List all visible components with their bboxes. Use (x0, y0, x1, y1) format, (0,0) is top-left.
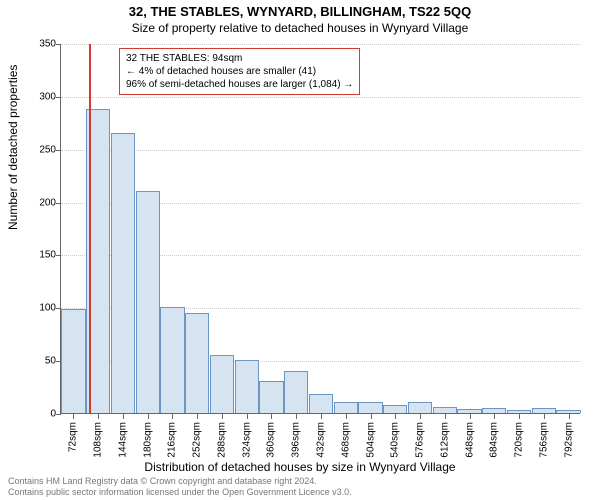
x-tick-mark (519, 414, 520, 419)
x-tick-mark (494, 414, 495, 419)
x-tick-label: 720sqm (514, 422, 525, 458)
x-tick-label: 216sqm (167, 422, 178, 458)
y-tick-label: 50 (45, 356, 56, 367)
y-tick-mark (56, 203, 61, 204)
histogram-bar (383, 405, 407, 413)
y-tick-label: 100 (39, 303, 56, 314)
x-tick-label: 396sqm (291, 422, 302, 458)
x-tick-mark (73, 414, 74, 419)
histogram-bar (160, 307, 184, 413)
x-tick-mark (172, 414, 173, 419)
y-tick-mark (56, 97, 61, 98)
x-tick-mark (420, 414, 421, 419)
callout-line-3: 96% of semi-detached houses are larger (… (126, 78, 353, 91)
callout-box: 32 THE STABLES: 94sqm← 4% of detached ho… (119, 48, 360, 95)
page-title: 32, THE STABLES, WYNYARD, BILLINGHAM, TS… (0, 0, 600, 19)
x-tick-label: 288sqm (216, 422, 227, 458)
x-tick-label: 576sqm (415, 422, 426, 458)
y-tick-mark (56, 44, 61, 45)
histogram-bar (532, 408, 556, 413)
grid-line (61, 97, 581, 98)
histogram-bar (210, 355, 234, 413)
histogram-bar (259, 381, 283, 413)
x-tick-mark (222, 414, 223, 419)
x-tick-label: 432sqm (316, 422, 327, 458)
x-tick-mark (247, 414, 248, 419)
y-tick-label: 200 (39, 197, 56, 208)
footer-line-1: Contains HM Land Registry data © Crown c… (8, 476, 352, 487)
x-tick-mark (445, 414, 446, 419)
callout-line-1: 32 THE STABLES: 94sqm (126, 52, 353, 65)
x-tick-label: 684sqm (489, 422, 500, 458)
y-tick-mark (56, 255, 61, 256)
x-tick-mark (296, 414, 297, 419)
x-tick-mark (371, 414, 372, 419)
histogram-bar (556, 410, 580, 413)
x-tick-mark (123, 414, 124, 419)
x-tick-mark (569, 414, 570, 419)
histogram-bar (136, 191, 160, 413)
histogram-bar (235, 360, 259, 413)
histogram-bar (111, 133, 135, 413)
x-tick-label: 252sqm (192, 422, 203, 458)
y-tick-mark (56, 414, 61, 415)
x-tick-mark (148, 414, 149, 419)
histogram-bar (185, 313, 209, 413)
x-tick-label: 468sqm (340, 422, 351, 458)
x-tick-mark (395, 414, 396, 419)
histogram-bar (507, 410, 531, 413)
page-subtitle: Size of property relative to detached ho… (0, 19, 600, 35)
footer-line-2: Contains public sector information licen… (8, 487, 352, 498)
histogram-bar (334, 402, 358, 413)
property-marker-line (89, 44, 91, 414)
y-tick-label: 150 (39, 250, 56, 261)
x-tick-mark (470, 414, 471, 419)
chart-container: 32, THE STABLES, WYNYARD, BILLINGHAM, TS… (0, 0, 600, 500)
grid-line (61, 44, 581, 45)
x-tick-label: 144sqm (117, 422, 128, 458)
y-tick-mark (56, 150, 61, 151)
plot-area: 72sqm108sqm144sqm180sqm216sqm252sqm288sq… (60, 44, 580, 414)
x-tick-mark (321, 414, 322, 419)
x-tick-mark (544, 414, 545, 419)
x-tick-label: 792sqm (563, 422, 574, 458)
x-tick-label: 108sqm (93, 422, 104, 458)
x-tick-label: 540sqm (390, 422, 401, 458)
y-axis-label: Number of detached properties (6, 65, 20, 230)
histogram-bar (284, 371, 308, 413)
x-tick-label: 180sqm (142, 422, 153, 458)
x-axis-label: Distribution of detached houses by size … (0, 460, 600, 474)
plot: 72sqm108sqm144sqm180sqm216sqm252sqm288sq… (60, 44, 580, 414)
x-tick-label: 360sqm (266, 422, 277, 458)
x-tick-label: 504sqm (365, 422, 376, 458)
x-tick-label: 72sqm (68, 422, 79, 452)
histogram-bar (358, 402, 382, 413)
x-tick-label: 648sqm (464, 422, 475, 458)
x-tick-mark (271, 414, 272, 419)
x-tick-label: 756sqm (538, 422, 549, 458)
y-tick-label: 0 (50, 409, 56, 420)
histogram-bar (457, 409, 481, 413)
y-tick-label: 250 (39, 144, 56, 155)
histogram-bar (482, 408, 506, 413)
histogram-bar (309, 394, 333, 413)
y-tick-label: 350 (39, 39, 56, 50)
x-tick-mark (197, 414, 198, 419)
callout-line-2: ← 4% of detached houses are smaller (41) (126, 65, 353, 78)
grid-line (61, 150, 581, 151)
x-tick-mark (346, 414, 347, 419)
x-tick-label: 612sqm (439, 422, 450, 458)
histogram-bar (433, 407, 457, 413)
footer: Contains HM Land Registry data © Crown c… (8, 476, 352, 498)
histogram-bar (408, 402, 432, 413)
x-tick-mark (98, 414, 99, 419)
y-tick-label: 300 (39, 91, 56, 102)
x-tick-label: 324sqm (241, 422, 252, 458)
histogram-bar (61, 309, 85, 413)
